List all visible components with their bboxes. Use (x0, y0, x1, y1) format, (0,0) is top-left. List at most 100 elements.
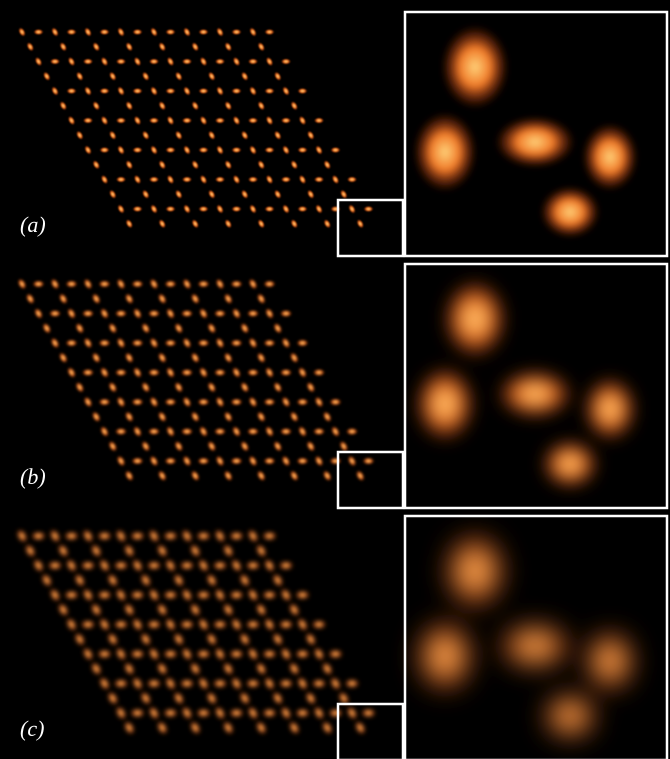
lattice-site (149, 117, 159, 123)
lattice-site (214, 428, 226, 436)
lattice-site (97, 531, 112, 540)
lattice-site (312, 620, 327, 629)
zoom-blob (441, 25, 509, 109)
lattice-site (64, 590, 79, 599)
lattice-site (231, 206, 241, 212)
lattice-site (248, 117, 258, 123)
lattice-site (99, 88, 109, 94)
zoom-blob (582, 375, 638, 443)
lattice-site (314, 117, 324, 123)
lattice-site (346, 428, 358, 436)
lattice-site (83, 117, 93, 123)
lattice-site (264, 206, 274, 212)
lattice-site (116, 117, 126, 123)
lattice-site (116, 176, 126, 182)
lattice-site (180, 679, 195, 688)
lattice-site (214, 369, 226, 377)
lattice-site (295, 708, 310, 717)
lattice-site (130, 531, 145, 540)
lattice-site (50, 58, 60, 64)
lattice-site (196, 590, 211, 599)
lattice-site (81, 620, 96, 629)
lattice-site (215, 176, 225, 182)
lattice-site (262, 590, 277, 599)
lattice-site (229, 531, 244, 540)
lattice-site (296, 339, 308, 347)
lattice-site (148, 310, 160, 318)
lattice-site (98, 398, 110, 406)
lattice-site (213, 620, 228, 629)
lattice-site (329, 457, 341, 465)
lattice-site (229, 590, 244, 599)
lattice-site (97, 649, 112, 658)
lattice-site (213, 679, 228, 688)
lattice-site (98, 339, 110, 347)
lattice-site (82, 310, 94, 318)
lattice-site (115, 428, 127, 436)
lattice-site (164, 280, 176, 288)
lattice-site (130, 708, 145, 717)
lattice-site (230, 398, 242, 406)
lattice-site (361, 708, 376, 717)
lattice-site (83, 58, 93, 64)
lattice-site (99, 147, 109, 153)
lattice-site (48, 561, 63, 570)
zoom-blob (540, 186, 600, 238)
lattice-site (81, 561, 96, 570)
lattice-site (196, 649, 211, 658)
lattice-site (182, 117, 192, 123)
lattice-site (131, 457, 143, 465)
lattice-site (147, 561, 162, 570)
zoom-blob (413, 364, 477, 444)
lattice-site (197, 280, 209, 288)
lattice-site (132, 147, 142, 153)
lattice-site (116, 58, 126, 64)
lattice-site (181, 310, 193, 318)
lattice-site (65, 280, 77, 288)
lattice-site (279, 679, 294, 688)
lattice-site (264, 88, 274, 94)
lattice-site (196, 708, 211, 717)
lattice-site (313, 369, 325, 377)
lattice-site (262, 649, 277, 658)
lattice-site (164, 457, 176, 465)
lattice-site (132, 88, 142, 94)
lattice-site (147, 679, 162, 688)
lattice-site (262, 708, 277, 717)
lattice-site (314, 176, 324, 182)
lattice-site (49, 310, 61, 318)
lattice-site (230, 339, 242, 347)
lattice-site (230, 457, 242, 465)
lattice-site (329, 398, 341, 406)
zoom-blob (582, 627, 638, 695)
lattice-site (98, 280, 110, 288)
lattice-site (263, 280, 275, 288)
lattice-site (328, 708, 343, 717)
lattice-site (114, 561, 129, 570)
lattice-site (247, 428, 259, 436)
lattice-site (297, 147, 307, 153)
lattice-site (114, 620, 129, 629)
lattice-site (114, 679, 129, 688)
lattice-site (163, 590, 178, 599)
lattice-site (297, 88, 307, 94)
lattice-site (264, 29, 274, 35)
lattice-site (229, 649, 244, 658)
lattice-site (345, 679, 360, 688)
zoom-blob (441, 277, 509, 361)
lattice-site (246, 561, 261, 570)
lattice-site (130, 590, 145, 599)
lattice-site (296, 457, 308, 465)
lattice-site (246, 679, 261, 688)
lattice-site (198, 88, 208, 94)
lattice-site (66, 29, 76, 35)
lattice-site (264, 147, 274, 153)
lattice-site (164, 339, 176, 347)
lattice-site (262, 531, 277, 540)
lattice-site (64, 531, 79, 540)
lattice-site (131, 398, 143, 406)
lattice-site (363, 206, 373, 212)
lattice-site (280, 369, 292, 377)
lattice-site (229, 708, 244, 717)
lattice-site (280, 310, 292, 318)
